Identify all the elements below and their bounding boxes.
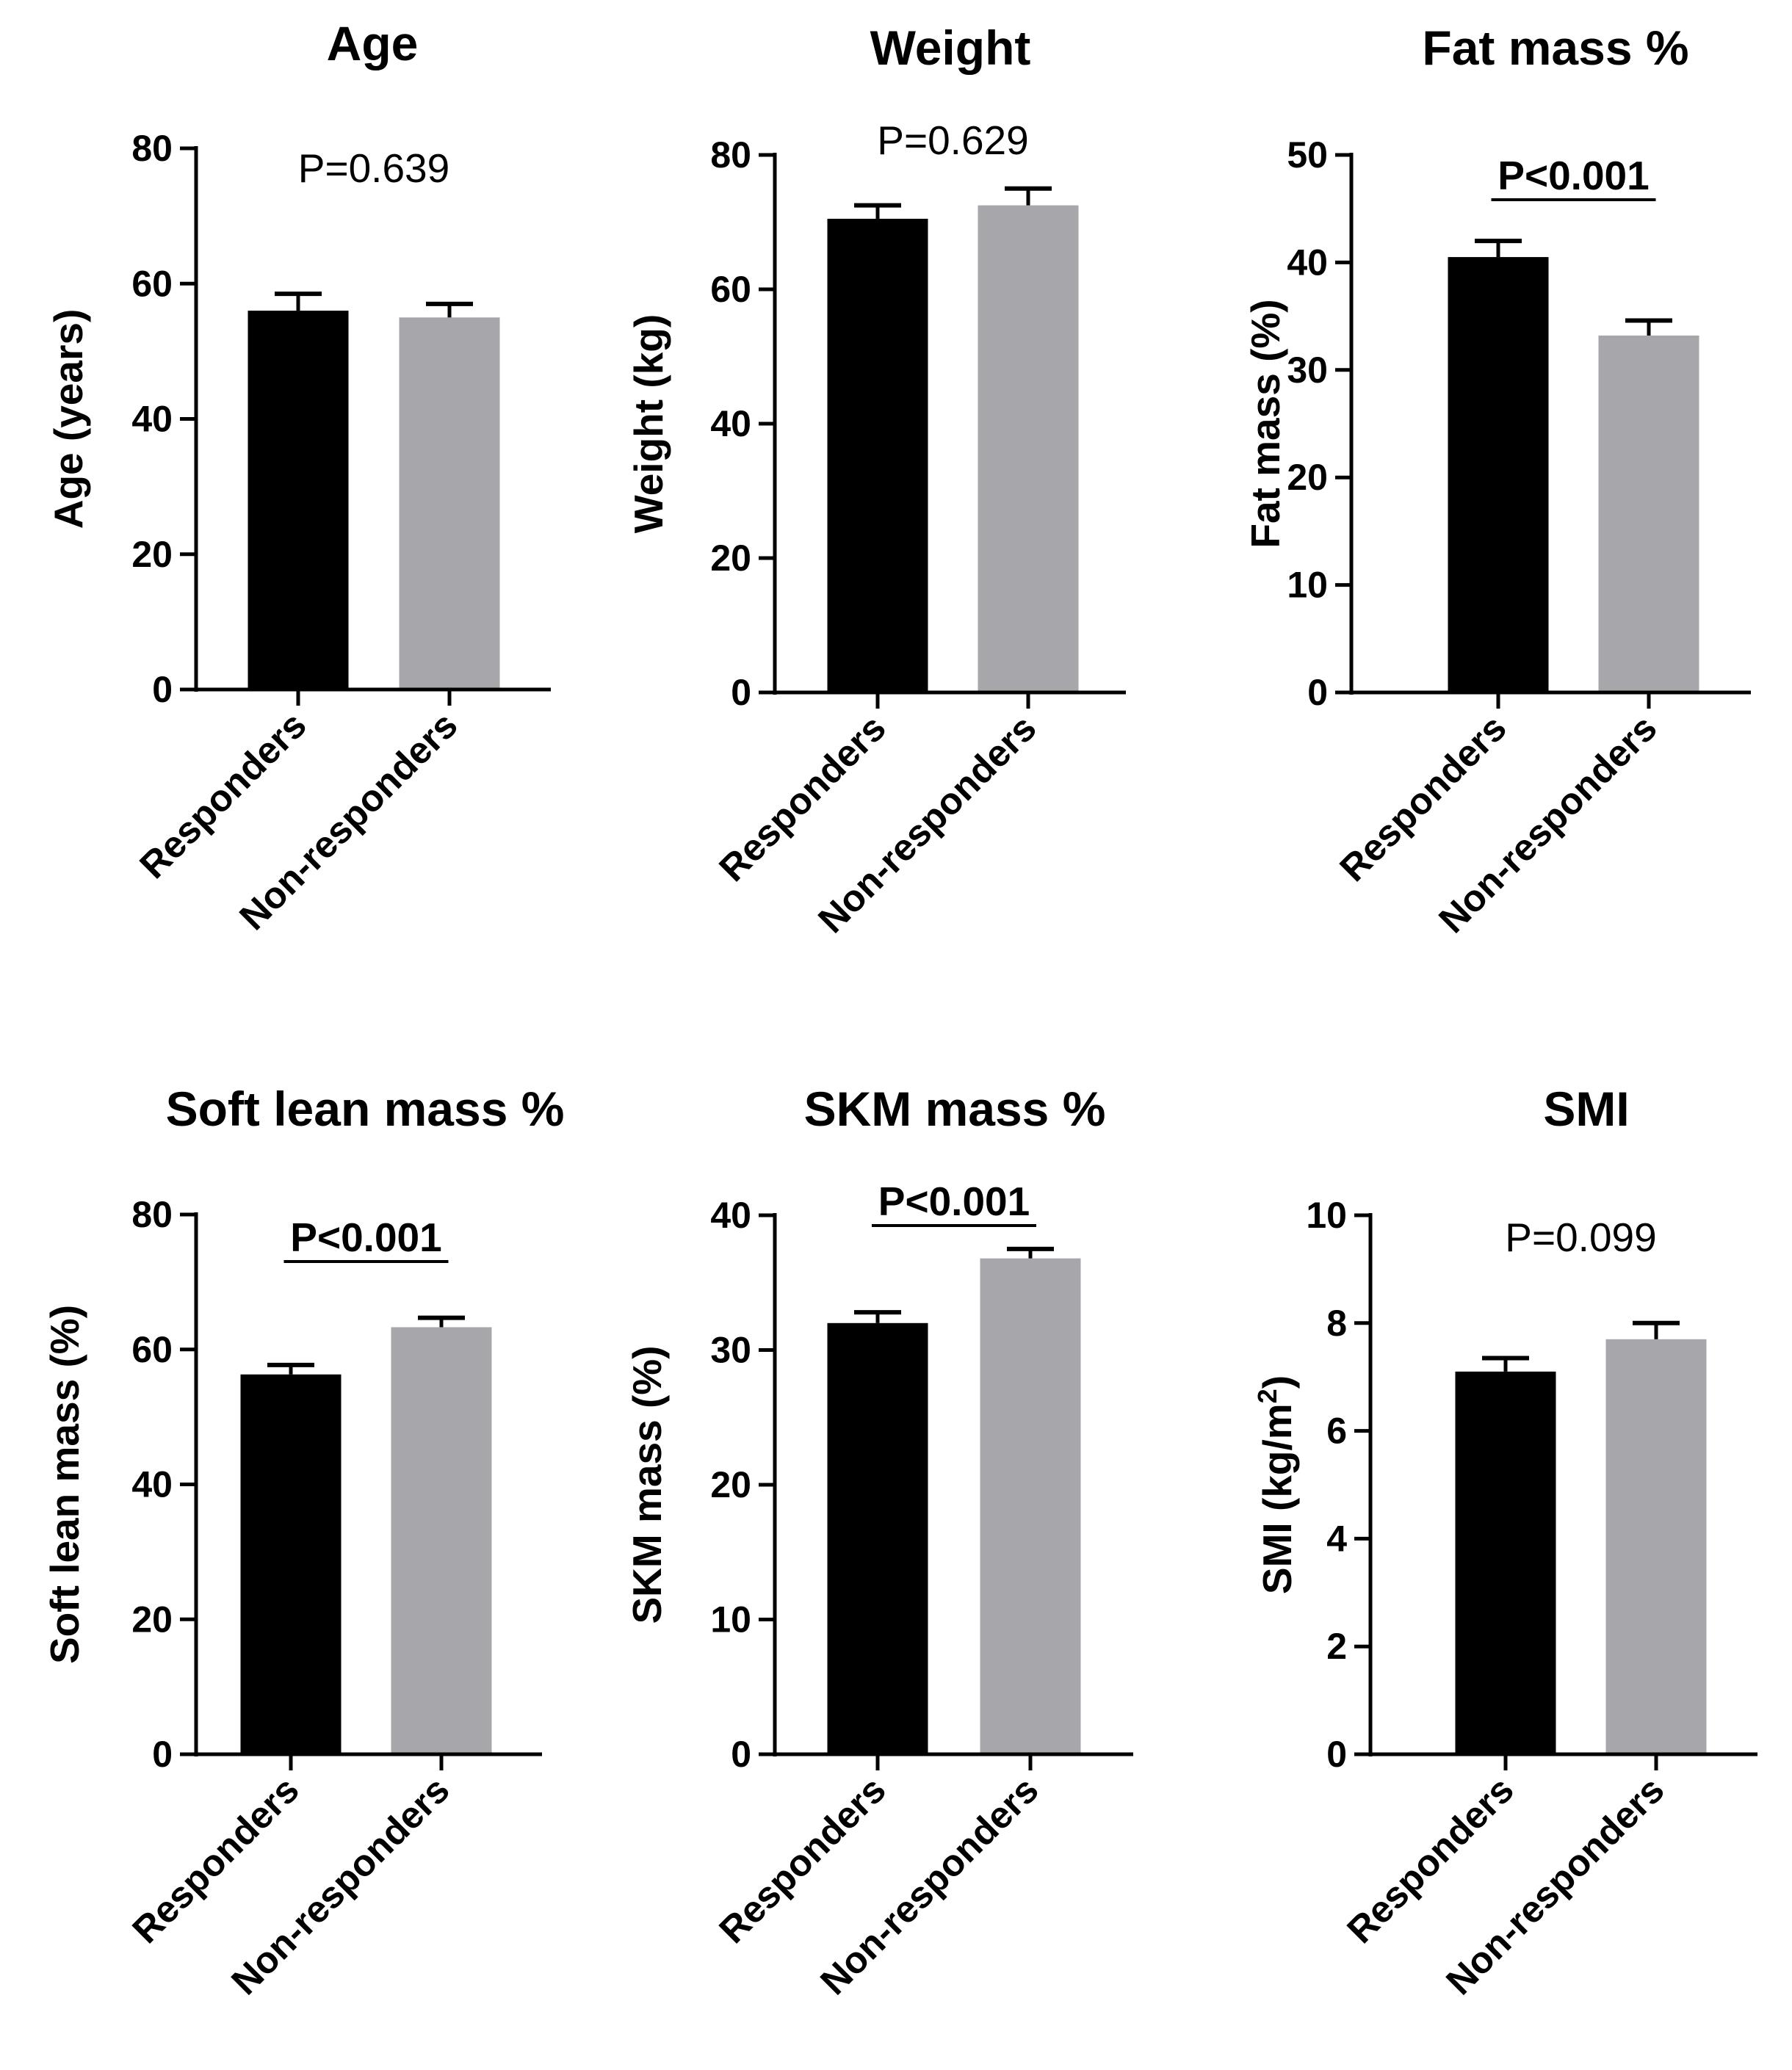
p-value-label: P<0.001 bbox=[290, 1215, 441, 1260]
chart-title: Age bbox=[327, 16, 419, 70]
bar-responders bbox=[1455, 1371, 1556, 1754]
y-axis-label: Age (years) bbox=[46, 309, 91, 529]
y-tick-label: 4 bbox=[1326, 1518, 1347, 1559]
y-tick-label: 60 bbox=[710, 269, 751, 310]
y-tick-label: 80 bbox=[710, 134, 751, 175]
y-axis-label: SKM mass (%) bbox=[624, 1346, 670, 1624]
chart-title: SMI bbox=[1543, 1082, 1629, 1136]
y-tick-label: 0 bbox=[731, 1734, 751, 1775]
y-tick-label: 80 bbox=[131, 128, 173, 169]
y-tick-label: 0 bbox=[152, 1734, 173, 1775]
y-tick-label: 20 bbox=[131, 534, 173, 575]
y-tick-label: 0 bbox=[1307, 672, 1328, 713]
y-tick-label: 10 bbox=[1287, 565, 1328, 606]
p-value-label: P=0.629 bbox=[877, 117, 1028, 163]
y-tick-label: 2 bbox=[1326, 1626, 1347, 1667]
y-axis-label-text: SMI (kg/m bbox=[1254, 1403, 1300, 1594]
chart-panel: Soft lean mass %020406080RespondersNon-r… bbox=[42, 1082, 564, 2002]
y-tick-label: 40 bbox=[710, 403, 751, 444]
bar-non-responders bbox=[1598, 335, 1699, 692]
y-tick-label: 8 bbox=[1326, 1303, 1347, 1344]
y-axis-label-suffix: ) bbox=[1254, 1375, 1300, 1389]
p-value-label: P=0.639 bbox=[298, 145, 449, 191]
chart-title: Soft lean mass % bbox=[166, 1082, 565, 1136]
y-axis-label: Fat mass (%) bbox=[1243, 299, 1288, 548]
y-tick-label: 40 bbox=[710, 1195, 751, 1236]
y-axis-label-text: Weight (kg) bbox=[626, 314, 671, 533]
chart-panel: Age020406080RespondersNon-respondersAge … bbox=[46, 16, 551, 938]
y-axis-label-text: Age (years) bbox=[46, 309, 91, 529]
chart-title: SKM mass % bbox=[804, 1082, 1106, 1136]
y-tick-label: 30 bbox=[1287, 350, 1328, 391]
y-axis-label-text: SKM mass (%) bbox=[624, 1346, 670, 1624]
bar-responders bbox=[1448, 257, 1549, 693]
y-axis-label-text: Soft lean mass (%) bbox=[42, 1305, 87, 1664]
y-axis-label-text: Fat mass (%) bbox=[1243, 299, 1288, 548]
chart-panel: SKM mass %010203040RespondersNon-respond… bbox=[624, 1082, 1133, 2002]
y-tick-label: 20 bbox=[1287, 457, 1328, 498]
y-tick-label: 60 bbox=[131, 1329, 173, 1370]
chart-panel: Fat mass %01020304050RespondersNon-respo… bbox=[1243, 21, 1751, 941]
bar-non-responders bbox=[399, 317, 500, 690]
y-tick-label: 10 bbox=[710, 1599, 751, 1640]
p-value-label: P=0.099 bbox=[1505, 1215, 1656, 1260]
y-tick-label: 10 bbox=[1306, 1195, 1347, 1236]
y-tick-label: 80 bbox=[131, 1194, 173, 1235]
y-tick-label: 40 bbox=[131, 399, 173, 440]
bar-non-responders bbox=[391, 1327, 492, 1754]
y-tick-label: 6 bbox=[1326, 1411, 1347, 1452]
y-tick-label: 40 bbox=[131, 1464, 173, 1505]
chart-title: Weight bbox=[870, 21, 1031, 75]
bar-responders bbox=[827, 1322, 928, 1754]
y-tick-label: 30 bbox=[710, 1330, 751, 1371]
y-axis-label: Weight (kg) bbox=[626, 314, 671, 533]
y-tick-label: 0 bbox=[731, 672, 751, 713]
chart-title: Fat mass % bbox=[1422, 21, 1688, 75]
p-value-label: P<0.001 bbox=[1497, 153, 1649, 198]
y-axis-label-superscript: 2 bbox=[1252, 1389, 1282, 1403]
chart-panel: Weight020406080RespondersNon-respondersW… bbox=[626, 21, 1126, 941]
y-tick-label: 40 bbox=[1287, 242, 1328, 283]
bar-non-responders bbox=[980, 1258, 1081, 1754]
y-tick-label: 50 bbox=[1287, 134, 1328, 175]
y-tick-label: 0 bbox=[1326, 1734, 1347, 1775]
y-tick-label: 20 bbox=[131, 1599, 173, 1640]
bar-responders bbox=[248, 311, 349, 690]
bar-non-responders bbox=[1605, 1339, 1707, 1754]
y-tick-label: 60 bbox=[131, 263, 173, 304]
p-value-label: P<0.001 bbox=[878, 1179, 1030, 1224]
y-axis-label: SMI (kg/m2) bbox=[1252, 1375, 1301, 1594]
bar-responders bbox=[240, 1374, 342, 1754]
bar-responders bbox=[827, 218, 928, 692]
bar-non-responders bbox=[978, 205, 1079, 692]
y-tick-label: 20 bbox=[710, 1464, 751, 1505]
y-tick-label: 20 bbox=[710, 538, 751, 579]
y-axis-label: Soft lean mass (%) bbox=[42, 1305, 87, 1664]
y-tick-label: 0 bbox=[152, 669, 173, 710]
